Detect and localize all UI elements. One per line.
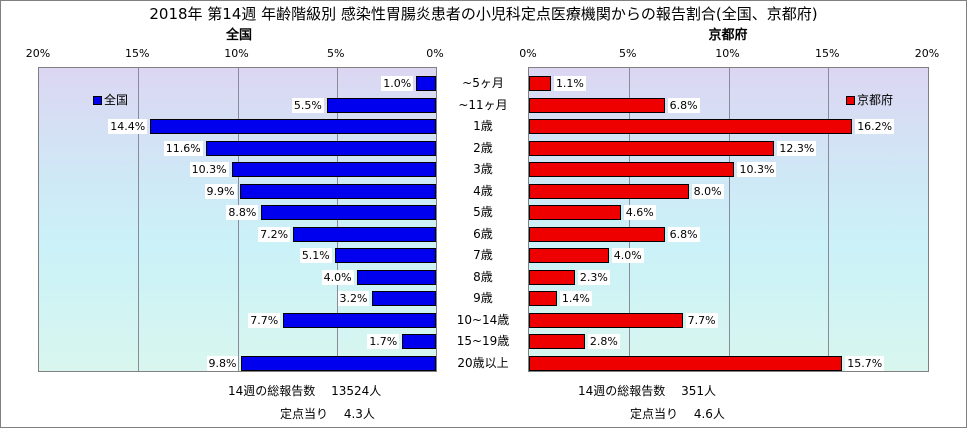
bar: [529, 248, 609, 263]
data-label: 1.7%: [367, 334, 400, 349]
bar: [205, 140, 436, 156]
panel-title-zenkoku: 全国: [225, 28, 252, 43]
category-label: 2歳: [473, 140, 493, 155]
category-label: 7歳: [473, 248, 493, 262]
x-tick-label: 5%: [619, 47, 637, 60]
data-label: 16.2%: [855, 119, 895, 134]
data-label: 15.7%: [845, 355, 885, 371]
x-tick-label: 15%: [815, 47, 840, 60]
data-label: 1.4%: [559, 291, 592, 306]
bar: [529, 312, 683, 328]
bar: [283, 312, 436, 328]
x-tick-label: 0%: [426, 47, 444, 60]
data-label: 7.7%: [248, 312, 281, 328]
data-label: 9.8%: [206, 355, 239, 371]
bar: [529, 76, 551, 91]
category-label: ~5ヶ月: [462, 76, 504, 90]
bar: [372, 291, 436, 306]
bar: [239, 183, 436, 199]
legend-kyoto: 京都府: [846, 93, 893, 107]
plot-area-kyoto: 京都府 1.1% 6.8% 16.2% 12.3% 10.3% 8.0% 4.6% 6.8% 4…: [528, 67, 929, 372]
data-label: 2.8%: [587, 334, 620, 349]
data-label: 9.9%: [204, 183, 237, 199]
legend-swatch-icon: [93, 95, 102, 105]
bar: [529, 162, 735, 177]
bar: [356, 269, 436, 285]
bar: [529, 355, 843, 371]
data-label: 4.6%: [623, 205, 656, 220]
bar: [334, 248, 436, 263]
x-tick-label: 15%: [125, 47, 150, 60]
data-label: 11.6%: [163, 140, 203, 156]
data-label: 1.0%: [381, 76, 414, 91]
x-tick-label: 0%: [519, 47, 537, 60]
x-tick-label: 10%: [715, 47, 740, 60]
category-label: 3歳: [473, 162, 493, 176]
legend-zenkoku: 全国: [93, 93, 128, 107]
legend-label-zenkoku: 全国: [104, 93, 129, 107]
x-tick-label: 20%: [914, 47, 940, 60]
data-label: 8.0%: [691, 183, 724, 199]
data-label: 5.1%: [299, 248, 332, 263]
footer-kyoto-reports: 14週の総報告数 351人: [578, 384, 716, 398]
category-label: 8歳: [473, 269, 493, 284]
category-label: 5歳: [473, 205, 493, 219]
category-label: 1歳: [473, 119, 493, 133]
gridline: [728, 68, 730, 371]
data-label: 5.5%: [291, 97, 324, 113]
data-label: 14.4%: [108, 119, 148, 134]
data-label: 12.3%: [777, 140, 817, 156]
legend-label-kyoto: 京都府: [857, 93, 894, 107]
legend-swatch-icon: [846, 95, 855, 105]
category-label: 6歳: [473, 226, 493, 241]
bar: [529, 119, 853, 134]
bar: [150, 119, 436, 134]
bar: [529, 291, 557, 306]
panel-title-kyoto: 京都府: [708, 28, 748, 43]
bar: [231, 162, 436, 177]
bar: [529, 269, 575, 285]
bar: [529, 334, 585, 349]
footer-kyoto-per-point: 定点当り 4.6人: [630, 407, 725, 421]
bar: [529, 226, 665, 242]
chart-title: 2018年 第14週 年齢階級別 感染性胃腸炎患者の小児科定点医療機関からの報告…: [149, 5, 818, 23]
bar: [529, 140, 775, 156]
footer-zenkoku-per-point: 定点当り 4.3人: [280, 407, 375, 421]
category-label: 9歳: [473, 291, 493, 305]
data-label: 6.8%: [667, 97, 700, 113]
bar: [416, 76, 436, 91]
bar: [326, 97, 436, 113]
data-label: 7.2%: [258, 226, 291, 242]
plot-area-zenkoku: 全国 1.0% 5.5% 14.4% 11.6% 10.3% 9.9% 8.8% 7.2% 5.…: [38, 67, 437, 372]
data-label: 4.0%: [321, 269, 354, 285]
bar: [241, 355, 436, 371]
x-tick-label: 20%: [25, 47, 51, 60]
data-label: 10.3%: [189, 162, 229, 177]
data-label: 6.8%: [667, 226, 700, 242]
bar: [529, 183, 689, 199]
bar: [261, 205, 436, 220]
category-label: 15~19歳: [456, 334, 510, 348]
gridline: [828, 68, 830, 371]
data-label: 4.0%: [611, 248, 644, 263]
gridline: [138, 68, 140, 371]
footer-zenkoku-reports: 14週の総報告数 13524人: [228, 384, 382, 398]
data-label: 3.2%: [337, 291, 370, 306]
category-label: 10~14歳: [456, 312, 510, 327]
bar: [529, 205, 621, 220]
category-label: ~11ヶ月: [458, 97, 508, 112]
data-label: 1.1%: [553, 76, 586, 91]
data-label: 8.8%: [226, 205, 259, 220]
data-label: 7.7%: [685, 312, 718, 328]
category-label: 20歳以上: [457, 355, 509, 370]
bar: [402, 334, 436, 349]
bar: [529, 97, 665, 113]
category-label: 4歳: [473, 183, 493, 198]
bar: [293, 226, 436, 242]
data-label: 10.3%: [737, 162, 777, 177]
x-tick-label: 5%: [327, 47, 345, 60]
x-tick-label: 10%: [224, 47, 249, 60]
data-label: 2.3%: [577, 269, 610, 285]
